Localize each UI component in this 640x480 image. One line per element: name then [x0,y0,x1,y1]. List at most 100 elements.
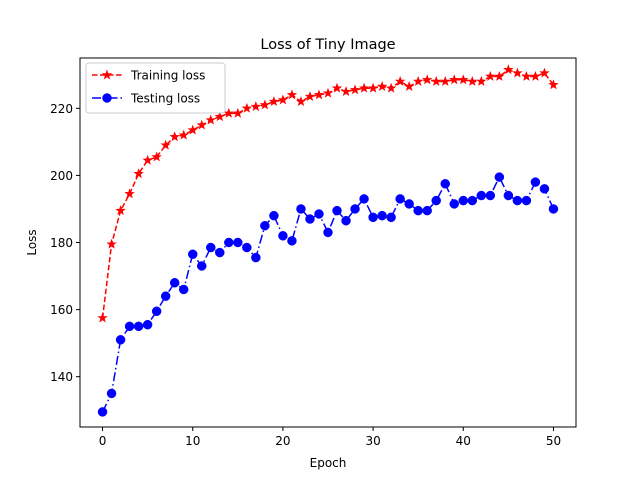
y-tick-label: 180 [50,236,73,250]
data-point-testing-loss [206,242,216,253]
legend-item-training-loss: Training loss [92,69,205,83]
data-point-testing-loss [431,195,441,206]
y-tick-label: 160 [50,303,73,317]
data-point-testing-loss [260,220,270,231]
data-point-training-loss [331,82,343,93]
data-point-testing-loss [178,284,189,295]
data-point-training-loss [322,87,334,98]
data-point-testing-loss [323,227,333,238]
data-point-testing-loss [494,172,505,182]
data-point-training-loss [106,238,117,249]
data-point-testing-loss [187,249,198,259]
data-point-testing-loss [404,199,414,209]
data-point-training-loss [548,79,559,90]
x-tick-label: 20 [275,434,290,448]
data-point-testing-loss [242,242,252,253]
data-point-testing-loss [124,321,135,332]
data-point-training-loss [539,67,550,78]
data-point-training-loss [295,96,307,107]
data-point-training-loss [412,76,424,86]
data-point-testing-loss [440,179,450,189]
data-point-testing-loss [422,205,432,216]
y-tick-label: 220 [50,102,73,116]
x-tick-label: 30 [365,434,380,448]
legend-label: Training loss [130,69,205,83]
data-point-testing-loss [386,212,396,223]
data-point-training-loss [340,86,352,96]
data-point-training-loss [530,70,541,81]
data-point-training-loss [178,129,189,140]
data-point-training-loss [241,102,253,113]
data-point-testing-loss [133,321,144,332]
data-point-testing-loss [224,237,234,248]
data-point-training-loss [458,74,469,85]
data-point-testing-loss [215,247,225,258]
data-point-testing-loss [97,407,108,417]
data-point-training-loss [358,82,370,93]
legend-label: Testing loss [130,92,200,106]
data-point-testing-loss [458,195,469,206]
data-point-testing-loss [467,195,478,206]
legend-marker [102,93,112,103]
data-point-testing-loss [142,319,153,330]
data-point-testing-loss [305,214,315,224]
data-point-testing-loss [548,204,559,214]
data-point-training-loss [494,70,505,81]
data-point-testing-loss [512,195,523,206]
chart-title: Loss of Tiny Image [260,37,395,53]
series-testing-loss [97,172,559,417]
data-point-training-loss [259,99,271,110]
data-point-testing-loss [233,237,243,248]
data-point-training-loss [521,70,532,81]
y-axis-label: Loss [25,229,39,255]
data-point-testing-loss [332,205,342,216]
x-axis-label: Epoch [310,456,347,470]
data-point-training-loss [485,70,496,81]
data-point-testing-loss [169,278,180,288]
data-point-testing-loss [269,210,279,221]
y-tick-label: 140 [50,370,73,384]
data-point-training-loss [467,76,478,86]
data-point-training-loss [367,82,379,93]
y-tick-label: 200 [50,169,73,183]
data-point-training-loss [286,89,298,100]
data-point-testing-loss [377,210,387,221]
data-point-training-loss [97,312,108,323]
data-point-training-loss [142,154,153,165]
data-point-training-loss [169,131,180,142]
data-point-testing-loss [359,194,369,204]
data-point-training-loss [376,81,388,91]
data-point-testing-loss [476,190,487,201]
data-point-testing-loss [485,190,496,201]
data-point-training-loss [385,82,397,93]
data-point-testing-loss [196,261,207,271]
data-point-training-loss [421,74,433,85]
data-point-training-loss [313,89,325,100]
data-point-training-loss [160,139,171,150]
data-point-testing-loss [160,291,171,301]
x-tick-label: 0 [99,434,107,448]
series-training-loss [97,64,559,323]
data-point-training-loss [304,91,316,102]
data-point-training-loss [512,67,523,78]
data-point-training-loss [431,76,442,86]
data-point-training-loss [349,84,361,95]
data-point-training-loss [223,107,234,118]
data-point-training-loss [440,76,451,86]
legend-marker [101,69,113,80]
data-point-testing-loss [539,184,550,194]
data-point-testing-loss [503,190,514,201]
data-point-training-loss [124,188,135,199]
data-point-testing-loss [341,215,351,226]
data-point-training-loss [232,107,244,118]
data-point-training-loss [205,114,216,125]
x-tick-label: 40 [456,434,471,448]
data-point-testing-loss [395,194,405,204]
data-point-testing-loss [115,335,126,345]
data-point-training-loss [449,74,460,85]
data-point-training-loss [214,111,225,122]
data-point-testing-loss [314,209,324,219]
data-point-testing-loss [530,177,541,187]
data-point-training-loss [394,76,406,86]
